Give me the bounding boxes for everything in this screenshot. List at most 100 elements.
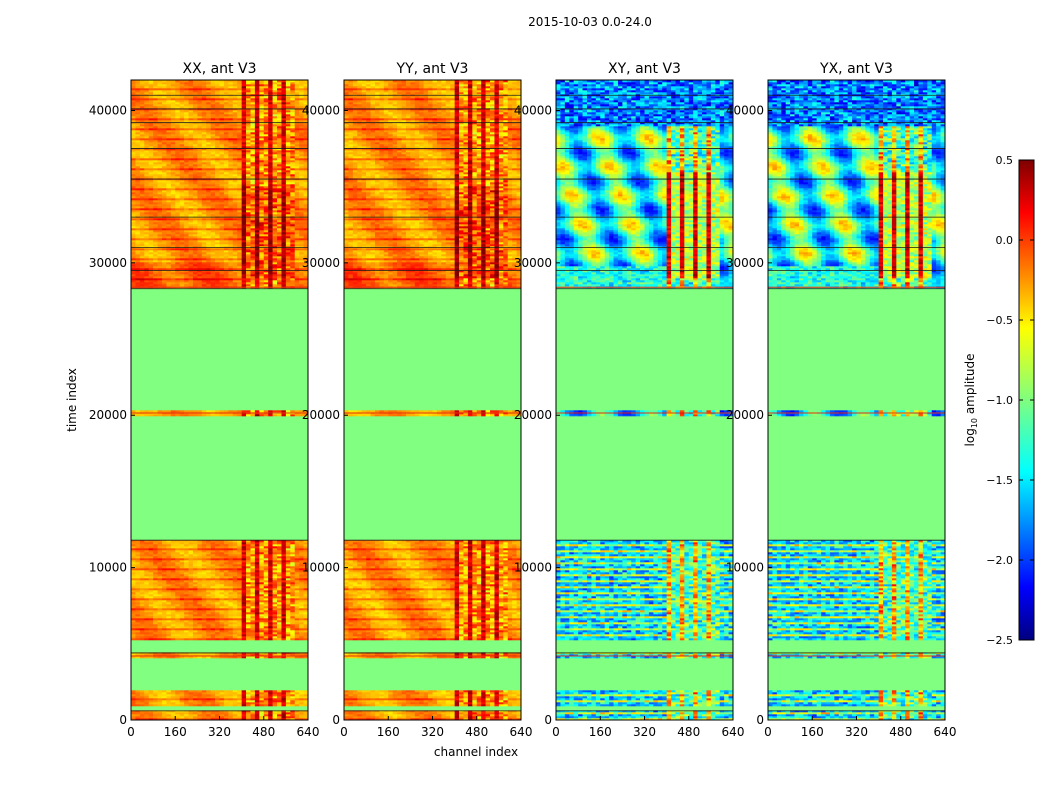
- heatmap-cell: [135, 694, 140, 696]
- heatmap-cell: [277, 634, 282, 636]
- heatmap-cell: [135, 714, 140, 716]
- heatmap-cell: [233, 258, 238, 260]
- heatmap-cell-row: [131, 334, 308, 336]
- heatmap-cell: [228, 636, 233, 638]
- heatmap-cell: [189, 202, 194, 204]
- heatmap-cell: [215, 574, 220, 576]
- heatmap-cell: [281, 592, 286, 594]
- heatmap-cell: [206, 242, 211, 244]
- heatmap-cell: [175, 252, 180, 254]
- heatmap-cell: [237, 196, 242, 198]
- heatmap-cell: [273, 194, 278, 196]
- heatmap-cell: [162, 622, 167, 624]
- heatmap-cell: [158, 580, 163, 582]
- heatmap-cell: [264, 226, 269, 228]
- heatmap-cell: [273, 702, 278, 704]
- heatmap-cell: [286, 606, 291, 608]
- heatmap-cell: [264, 276, 269, 278]
- heatmap-cell: [153, 194, 158, 196]
- heatmap-cell: [166, 716, 171, 718]
- heatmap-cell: [259, 196, 264, 198]
- heatmap-cell: [135, 546, 140, 548]
- heatmap-cell: [140, 614, 145, 616]
- heatmap-cell: [299, 548, 304, 550]
- heatmap-cell: [233, 198, 238, 200]
- heatmap-cell: [171, 210, 176, 212]
- heatmap-cell: [281, 564, 286, 566]
- heatmap-cell: [220, 614, 225, 616]
- heatmap-cell: [197, 200, 202, 202]
- heatmap-cell: [220, 600, 225, 602]
- heatmap-cell: [246, 592, 251, 594]
- heatmap-cell: [193, 240, 198, 242]
- heatmap-cell: [171, 276, 176, 278]
- heatmap-cell: [175, 564, 180, 566]
- heatmap-cell: [255, 704, 260, 706]
- heatmap-cell: [281, 694, 286, 696]
- heatmap-cell: [206, 614, 211, 616]
- heatmap-cell: [153, 618, 158, 620]
- heatmap-cell: [211, 228, 216, 230]
- heatmap-cell: [250, 252, 255, 254]
- heatmap-cell: [166, 622, 171, 624]
- heatmap-cell: [197, 560, 202, 562]
- heatmap-cell: [153, 574, 158, 576]
- heatmap-cell: [149, 712, 154, 714]
- heatmap-cell: [246, 278, 251, 280]
- heatmap-cell: [162, 588, 167, 590]
- heatmap-cell: [255, 716, 260, 718]
- heatmap-cell: [259, 280, 264, 282]
- heatmap-cell: [224, 232, 229, 234]
- heatmap-cell: [180, 278, 185, 280]
- heatmap-cell: [215, 558, 220, 560]
- heatmap-cell: [144, 200, 149, 202]
- heatmap-cell: [193, 214, 198, 216]
- heatmap-cell: [206, 554, 211, 556]
- heatmap-cell: [149, 576, 154, 578]
- heatmap-cell: [215, 210, 220, 212]
- heatmap-cell: [281, 204, 286, 206]
- heatmap-cell: [264, 224, 269, 226]
- heatmap-cell: [158, 224, 163, 226]
- heatmap-cell: [149, 600, 154, 602]
- heatmap-cell: [193, 592, 198, 594]
- heatmap-cell: [250, 612, 255, 614]
- heatmap-cell: [131, 702, 136, 704]
- heatmap-cell: [264, 598, 269, 600]
- heatmap-cell: [224, 604, 229, 606]
- heatmap-cell: [211, 262, 216, 264]
- heatmap-cell: [264, 220, 269, 222]
- heatmap-cell: [202, 206, 207, 208]
- heatmap-cell: [144, 262, 149, 264]
- heatmap-cell: [193, 234, 198, 236]
- heatmap-cell: [286, 212, 291, 214]
- heatmap-cell: [237, 282, 242, 284]
- heatmap-cell: [180, 230, 185, 232]
- heatmap-cell: [140, 218, 145, 220]
- heatmap-cell: [211, 586, 216, 588]
- heatmap-cell: [224, 586, 229, 588]
- heatmap-cell: [197, 704, 202, 706]
- heatmap-cell: [250, 202, 255, 204]
- heatmap-cell: [171, 254, 176, 256]
- heatmap-cell: [144, 190, 149, 192]
- heatmap-cell: [193, 244, 198, 246]
- heatmap-cell: [281, 560, 286, 562]
- heatmap-cell: [215, 222, 220, 224]
- heatmap-cell: [264, 616, 269, 618]
- heatmap-cell: [153, 260, 158, 262]
- heatmap-cell: [228, 546, 233, 548]
- heatmap-cell: [299, 632, 304, 634]
- heatmap-cell: [295, 590, 300, 592]
- heatmap-cell: [268, 610, 273, 612]
- heatmap-cell: [268, 566, 273, 568]
- heatmap-cell: [197, 250, 202, 252]
- heatmap-cell: [162, 694, 167, 696]
- heatmap-cell: [220, 244, 225, 246]
- heatmap-cell: [162, 204, 167, 206]
- heatmap-cell: [220, 552, 225, 554]
- heatmap-cell: [250, 628, 255, 630]
- heatmap-cell: [184, 616, 189, 618]
- heatmap-cell: [180, 550, 185, 552]
- heatmap-cell: [295, 242, 300, 244]
